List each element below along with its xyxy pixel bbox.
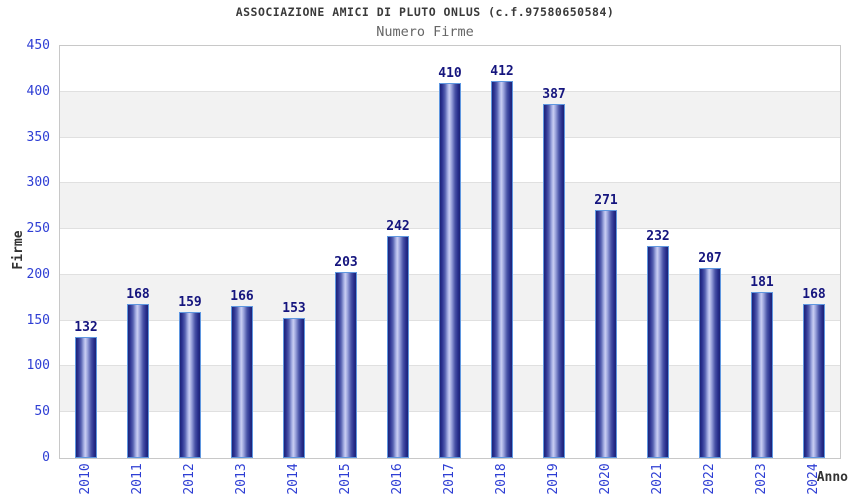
y-tick-label: 250	[26, 221, 50, 237]
bar-2010	[75, 337, 97, 458]
bar-2012	[179, 312, 201, 458]
x-axis-title: Anno	[816, 470, 848, 485]
chart-subtitle: Numero Firme	[376, 24, 474, 40]
x-tick-label: 2015	[338, 463, 353, 495]
bar-value-label: 242	[386, 219, 410, 235]
bar-value-label: 159	[178, 295, 202, 311]
y-tick-label: 300	[26, 175, 50, 191]
y-tick-label: 100	[26, 358, 50, 374]
bar-value-label: 181	[750, 275, 774, 291]
y-tick-label: 0	[42, 450, 50, 465]
chart-title: ASSOCIAZIONE AMICI DI PLUTO ONLUS (c.f.9…	[235, 5, 615, 19]
bar-value-label: 168	[802, 287, 826, 303]
bar-value-label: 207	[698, 251, 722, 267]
bar-value-label: 203	[334, 255, 358, 271]
bar-2011	[127, 304, 149, 458]
bar-2023	[751, 292, 773, 458]
bar-2017	[439, 82, 461, 458]
bar-2020	[595, 209, 617, 458]
bar-value-label: 412	[490, 63, 514, 79]
plot-area: 132 168 159 166 153 203 242 410 412 387 271 232 207 1…	[59, 45, 841, 459]
bar-value-label: 271	[594, 192, 618, 208]
y-tick-label: 200	[26, 266, 50, 282]
bar-2015	[335, 272, 357, 458]
bar-2024	[803, 304, 825, 458]
bar-value-label: 168	[126, 287, 150, 303]
y-tick-label: 400	[26, 83, 50, 99]
bar-2022	[699, 268, 721, 458]
x-tick-label: 2018	[494, 463, 509, 495]
y-tick-label: 350	[26, 129, 50, 145]
x-tick-label: 2023	[754, 463, 769, 495]
bar-2014	[283, 317, 305, 458]
bar-2013	[231, 306, 253, 458]
x-tick-label: 2021	[650, 463, 665, 495]
bar-value-label: 387	[542, 86, 566, 102]
bar-2018	[491, 80, 513, 458]
x-tick-label: 2017	[442, 463, 457, 495]
x-tick-label: 2012	[182, 463, 197, 495]
bar-value-label: 166	[230, 289, 254, 305]
x-tick-label: 2020	[598, 463, 613, 495]
y-tick-label: 50	[34, 404, 50, 420]
bar-value-label: 232	[646, 228, 670, 244]
y-tick-label: 450	[26, 38, 50, 53]
y-tick-label: 150	[26, 312, 50, 328]
x-tick-label: 2013	[234, 463, 249, 495]
x-tick-label: 2011	[130, 463, 145, 495]
x-tick-label: 2016	[390, 463, 405, 495]
x-tick-label: 2014	[286, 463, 301, 495]
bar-2016	[387, 236, 409, 458]
bar-value-label: 132	[74, 320, 98, 336]
bar-value-label: 410	[438, 65, 462, 81]
bar-2021	[647, 245, 669, 458]
x-tick-label: 2019	[546, 463, 561, 495]
x-tick-label: 2022	[702, 463, 717, 495]
bar-2019	[543, 103, 565, 458]
bar-value-label: 153	[282, 300, 306, 316]
x-tick-label: 2010	[78, 463, 93, 495]
